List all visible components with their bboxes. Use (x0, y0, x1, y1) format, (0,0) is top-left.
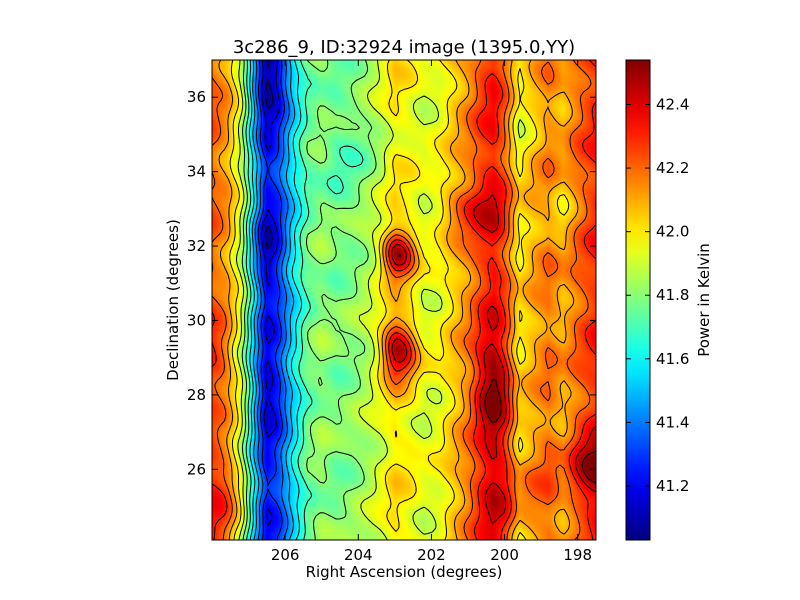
contour-line (236, 60, 526, 540)
colorbar-tick-label: 42.4 (656, 96, 689, 114)
chart-title: 3c286_9, ID:32924 image (1395.0,YY) (233, 37, 575, 58)
y-tick-label: 30 (187, 311, 206, 329)
y-tick-label: 26 (187, 460, 206, 478)
contour-line (229, 60, 570, 540)
contour-lines (212, 60, 596, 540)
plot-frame (211, 59, 597, 541)
colorbar-ticks: 41.2 41.4 41.6 41.8 42.0 42.2 42.4 (626, 96, 689, 495)
y-axis-label: Declination (degrees) (164, 219, 182, 381)
heatmap-area (211, 59, 597, 541)
contour-line (391, 194, 596, 524)
y-tick-label: 36 (187, 88, 206, 106)
contour-line (260, 60, 281, 526)
contour-line (264, 60, 274, 250)
colorbar-tick-label: 42.2 (656, 159, 689, 177)
x-axis-label: Right Ascension (degrees) (306, 563, 503, 581)
x-tick-label: 206 (271, 546, 300, 564)
colorbar-tick-label: 41.8 (656, 286, 689, 304)
contour-line (248, 60, 303, 540)
colorbar-tick-label: 41.2 (656, 477, 689, 495)
x-tick-label: 200 (490, 546, 519, 564)
x-axis-ticks: 206 204 202 200 198 (271, 60, 592, 564)
contour-line (245, 60, 364, 540)
contour-line (218, 60, 579, 540)
colorbar-tick-label: 42.0 (656, 223, 689, 241)
x-tick-label: 204 (344, 546, 373, 564)
contour-line (398, 253, 596, 484)
colorbar-tick-label: 41.4 (656, 413, 689, 431)
contour-line (257, 60, 285, 540)
y-tick-label: 28 (187, 386, 206, 404)
colorbar-gradient (626, 60, 650, 540)
colorbar-tick-label: 41.6 (656, 350, 689, 368)
y-tick-label: 34 (187, 163, 206, 181)
contour-line (251, 60, 296, 540)
contour-line (254, 60, 290, 540)
colorbar-frame (625, 59, 651, 541)
contour-line (212, 60, 592, 540)
colorbar-label: Power in Kelvin (695, 243, 713, 357)
contour-line (241, 60, 377, 540)
x-tick-label: 198 (563, 546, 592, 564)
y-tick-label: 32 (187, 237, 206, 255)
y-axis-ticks: 26 28 30 32 34 36 (187, 88, 596, 478)
colorbar: 41.2 41.4 41.6 41.8 42.0 42.2 42.4 Power in Ke… (625, 59, 713, 541)
x-tick-label: 202 (417, 546, 446, 564)
